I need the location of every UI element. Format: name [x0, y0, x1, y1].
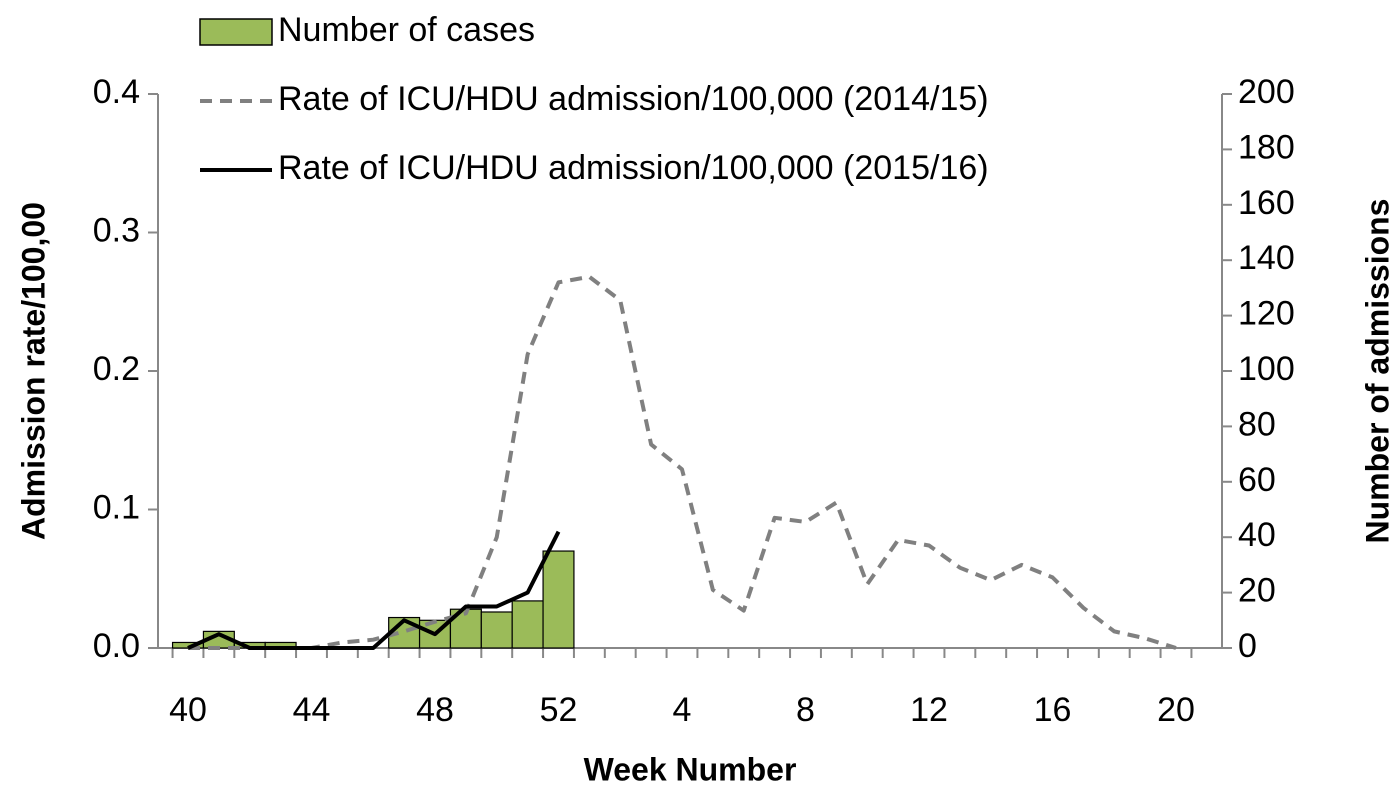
y-axis-title: Admission rate/100,00 [15, 202, 51, 540]
bar [480, 611, 513, 649]
x-tick-label: 40 [169, 691, 207, 729]
y2-tick-label: 180 [1238, 128, 1295, 166]
legend-label: Number of cases [278, 11, 535, 49]
x-tick-label: 48 [416, 691, 454, 729]
y2-tick-label: 20 [1238, 572, 1276, 610]
y2-tick-label: 100 [1238, 350, 1295, 388]
x-tick-label: 16 [1034, 691, 1072, 729]
y-tick-label: 0.4 [93, 73, 140, 111]
y2-tick-label: 200 [1238, 73, 1295, 111]
x-tick-label: 20 [1157, 691, 1195, 729]
x-tick-label: 12 [910, 691, 948, 729]
x-axis-title: Week Number [584, 751, 797, 787]
y2-axis-title: Number of admissions [1359, 199, 1395, 544]
y2-tick-label: 120 [1238, 295, 1295, 333]
bar [542, 550, 575, 649]
y2-tick-label: 0 [1238, 627, 1257, 665]
x-tick-label: 8 [796, 691, 815, 729]
y2-tick-label: 140 [1238, 239, 1295, 277]
x-tick-label: 52 [540, 691, 578, 729]
y2-tick-label: 80 [1238, 405, 1276, 443]
y-tick-label: 0.0 [93, 627, 140, 665]
x-tick-label: 44 [293, 691, 331, 729]
y2-tick-label: 60 [1238, 461, 1276, 499]
bar [511, 600, 544, 649]
legend-label: Rate of ICU/HDU admission/100,000 (2015/… [278, 149, 989, 187]
y2-tick-label: 160 [1238, 184, 1295, 222]
legend-label: Rate of ICU/HDU admission/100,000 (2014/… [278, 80, 989, 118]
legend-swatch [199, 18, 273, 46]
y-tick-label: 0.1 [93, 488, 140, 526]
x-tick-label: 4 [673, 691, 692, 729]
line [187, 530, 561, 650]
y-tick-label: 0.2 [93, 350, 140, 388]
y2-tick-label: 40 [1238, 516, 1276, 554]
line [188, 274, 1177, 650]
y-tick-label: 0.3 [93, 211, 140, 249]
